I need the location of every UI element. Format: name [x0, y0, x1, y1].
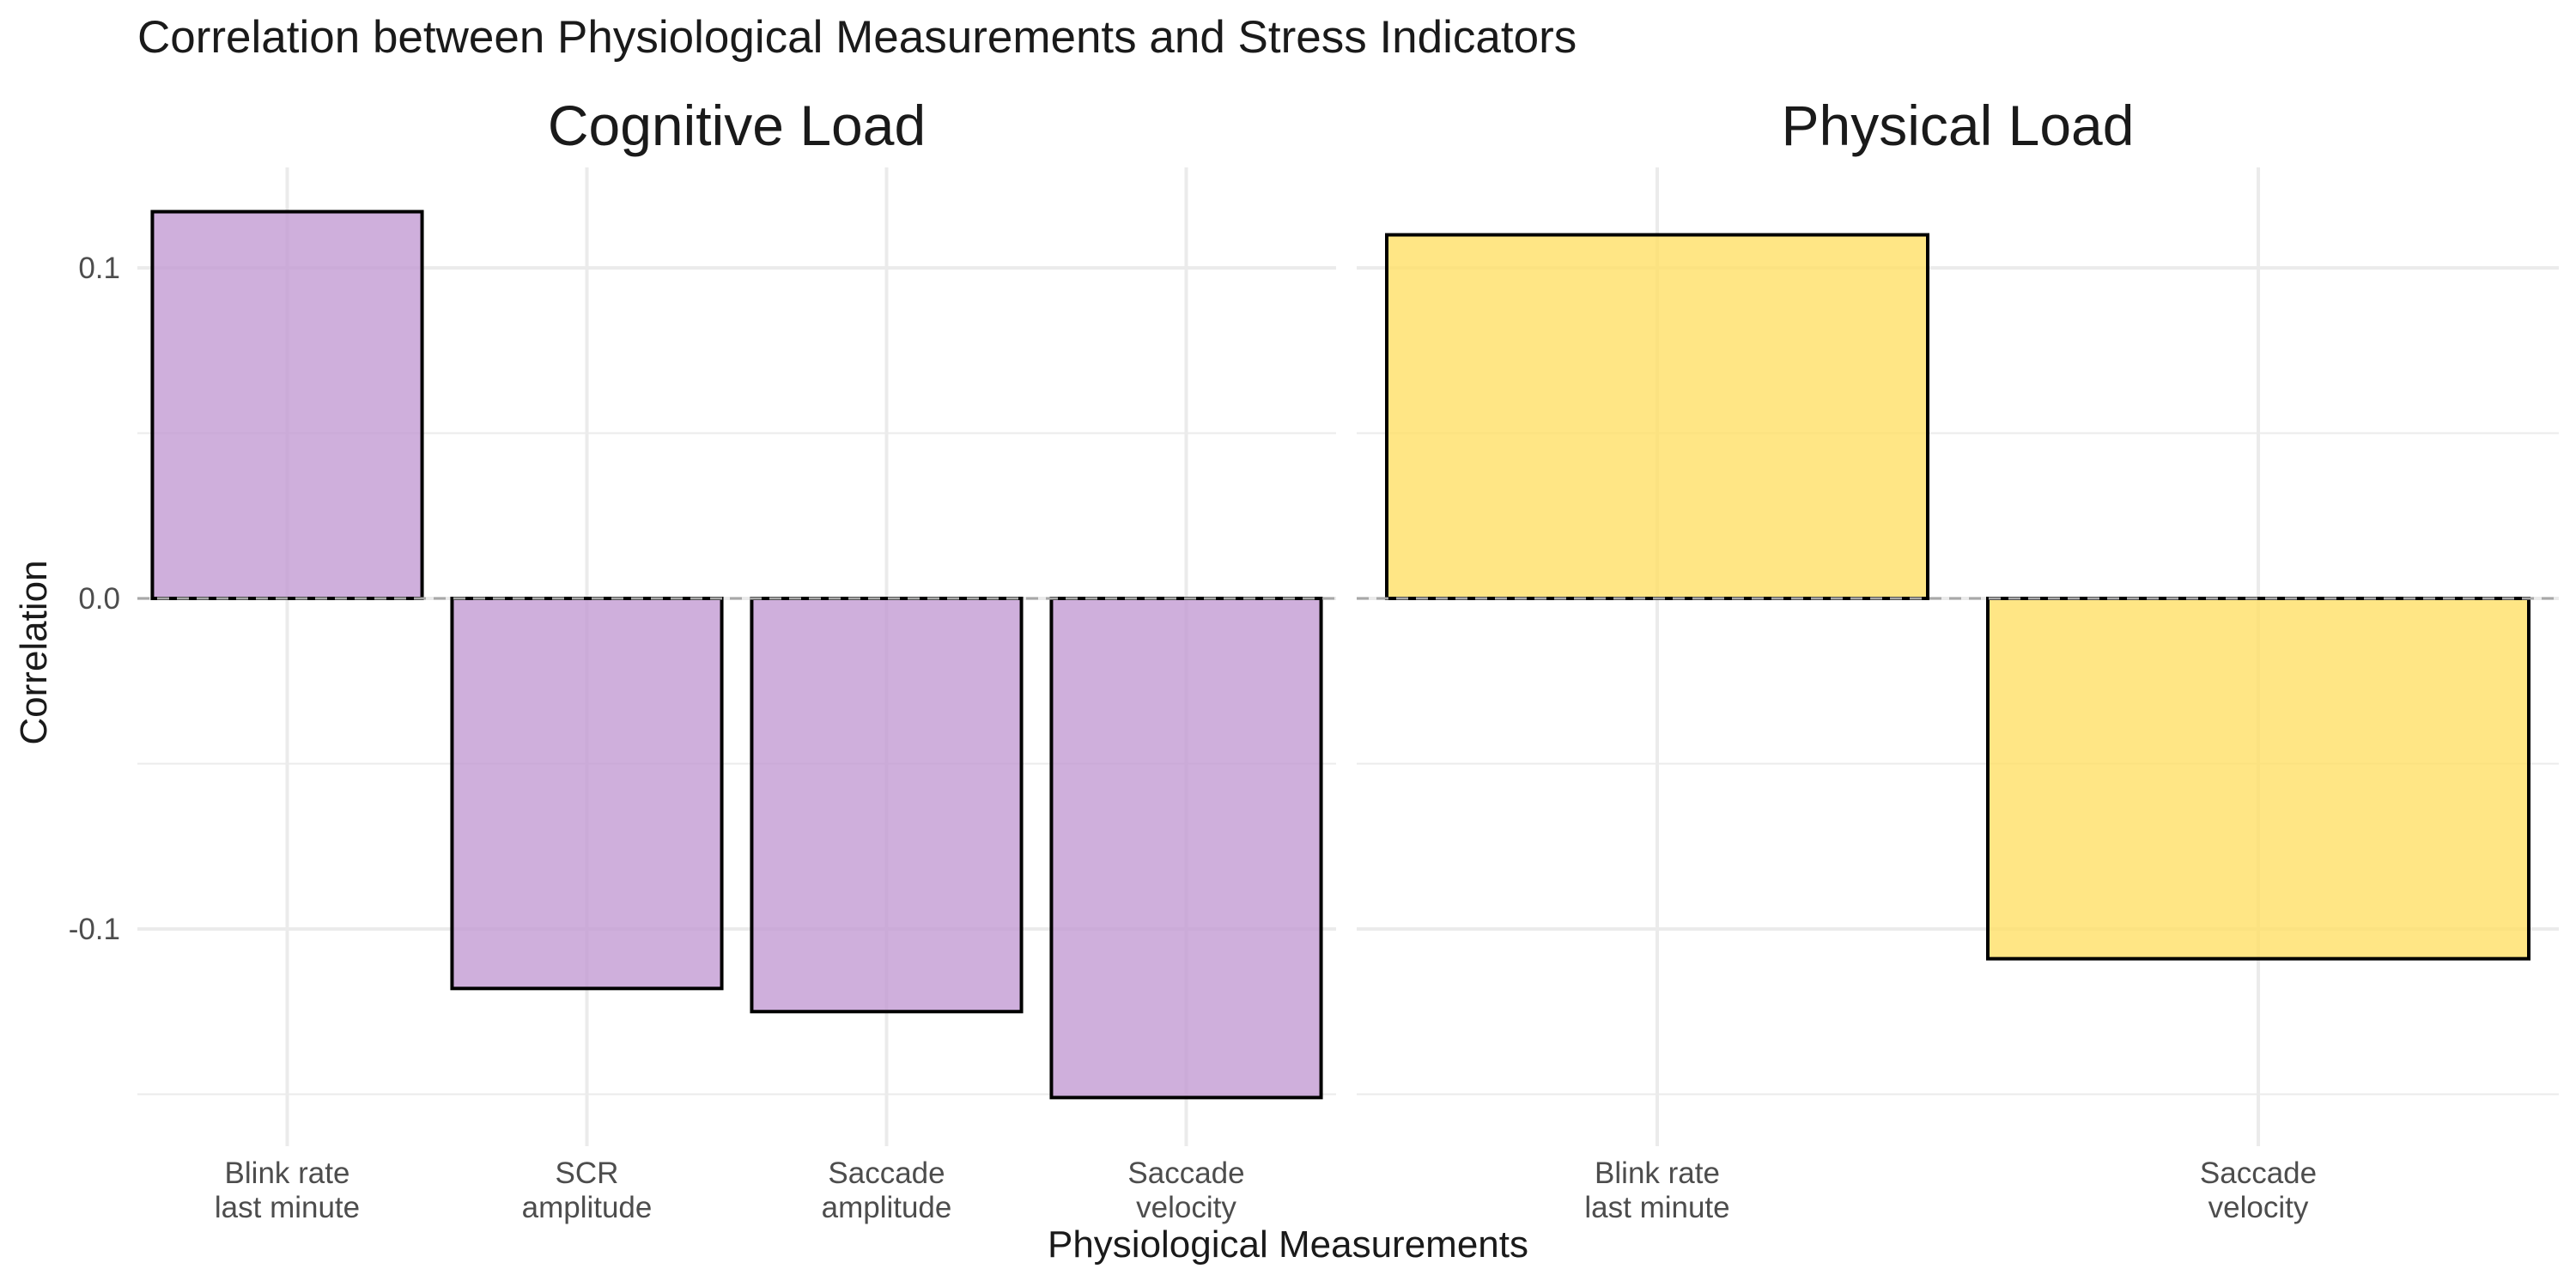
bar-cognitive-load-3 [1049, 597, 1323, 1100]
y-axis-title: Correlation [13, 560, 55, 745]
bar-cognitive-load-2 [750, 597, 1024, 1014]
y-tick-label: -0.1 [69, 913, 120, 946]
facet-title-physical-load: Physical Load [1781, 94, 2135, 157]
facet-title-cognitive-load: Cognitive Load [547, 94, 927, 157]
facet-panel-1 [1357, 167, 2559, 1146]
x-tick-label: Saccade velocity [2200, 1156, 2317, 1224]
x-tick-label: Saccade velocity [1127, 1156, 1244, 1224]
bar-cognitive-load-0 [150, 209, 424, 601]
facet-panel-0 [137, 167, 1336, 1146]
y-tick-label: 0.1 [78, 252, 120, 285]
x-axis-title: Physiological Measurements [1047, 1223, 1529, 1266]
bar-physical-load-1 [1986, 597, 2530, 961]
bar-cognitive-load-1 [450, 597, 724, 991]
chart-title: Correlation between Physiological Measur… [137, 12, 1577, 63]
x-tick-label: Saccade amplitude [822, 1156, 952, 1224]
y-tick-label: 0.0 [78, 582, 120, 616]
x-tick-label: Blink rate last minute [1584, 1156, 1729, 1224]
x-tick-label: SCR amplitude [522, 1156, 653, 1224]
bar-physical-load-0 [1385, 233, 1929, 600]
x-tick-label: Blink rate last minute [215, 1156, 360, 1224]
